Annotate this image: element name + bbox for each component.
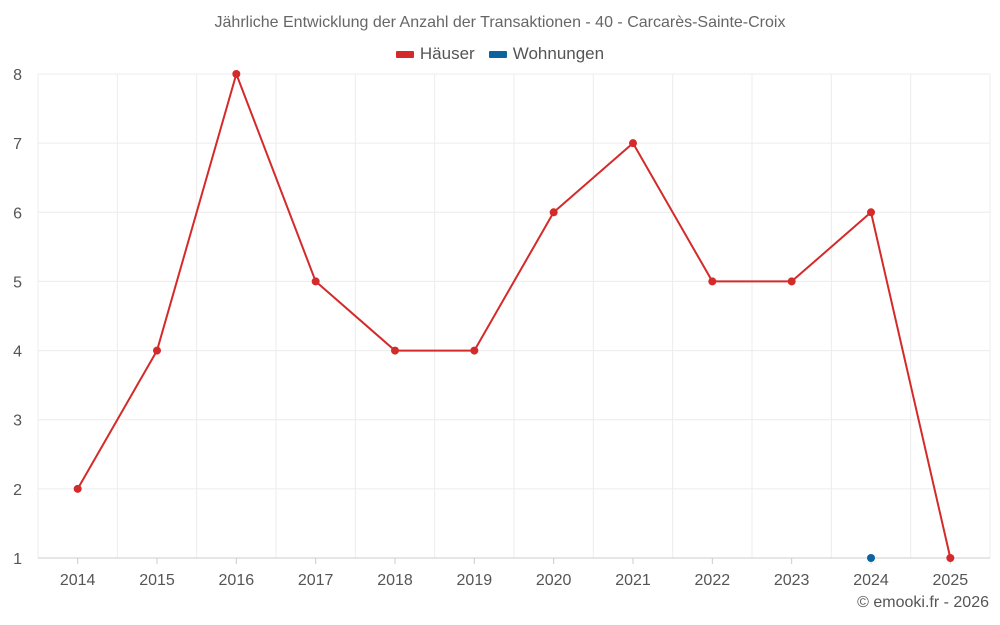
data-point-haeuser <box>470 346 479 355</box>
y-tick-label: 6 <box>13 205 22 222</box>
x-tick-label: 2014 <box>60 572 96 589</box>
data-point-haeuser <box>867 208 875 217</box>
data-point-haeuser <box>629 139 637 148</box>
legend-label-haeuser: Häuser <box>419 44 475 63</box>
x-tick-label: 2018 <box>377 572 413 589</box>
legend-item-wohnungen[interactable]: Wohnungen <box>488 44 605 64</box>
y-tick-label: 7 <box>13 136 22 153</box>
x-tick-label: 2022 <box>695 572 731 589</box>
data-point-haeuser <box>232 70 241 78</box>
x-tick-label: 2015 <box>139 572 175 589</box>
x-tick-label: 2021 <box>615 572 651 589</box>
x-tick-label: 2024 <box>853 572 889 589</box>
chart-title: Jährliche Entwicklung der Anzahl der Tra… <box>214 14 786 31</box>
data-point-haeuser <box>391 346 399 355</box>
x-tick-label: 2019 <box>457 572 493 589</box>
data-point-haeuser <box>311 277 320 286</box>
y-tick-label: 2 <box>13 482 22 499</box>
data-point-haeuser <box>549 208 558 217</box>
legend-swatch-wohnungen <box>488 50 507 58</box>
y-tick-label: 4 <box>13 344 22 361</box>
x-tick-label: 2025 <box>933 572 969 589</box>
credit-text: © emooki.fr - 2026 <box>857 594 989 611</box>
legend-item-haeuser[interactable]: Häuser <box>395 44 475 64</box>
legend: Häuser Wohnungen <box>0 44 1000 64</box>
x-tick-label: 2016 <box>219 572 255 589</box>
series-line-haeuser <box>76 73 952 559</box>
y-tick-label: 8 <box>13 67 22 84</box>
x-tick-label: 2023 <box>774 572 810 589</box>
x-tick-label: 2020 <box>536 572 572 589</box>
x-tick-label: 2017 <box>298 572 334 589</box>
data-point-haeuser <box>708 277 717 286</box>
y-tick-label: 5 <box>13 274 22 291</box>
data-point-haeuser <box>73 484 82 493</box>
data-point-haeuser <box>153 346 161 355</box>
data-point-haeuser <box>946 554 955 562</box>
data-point-haeuser <box>787 277 796 286</box>
legend-label-wohnungen: Wohnungen <box>512 44 605 63</box>
y-tick-label: 1 <box>13 551 22 568</box>
legend-swatch-haeuser <box>395 50 414 58</box>
y-tick-label: 3 <box>13 413 22 430</box>
data-point-wohnungen <box>867 554 875 562</box>
